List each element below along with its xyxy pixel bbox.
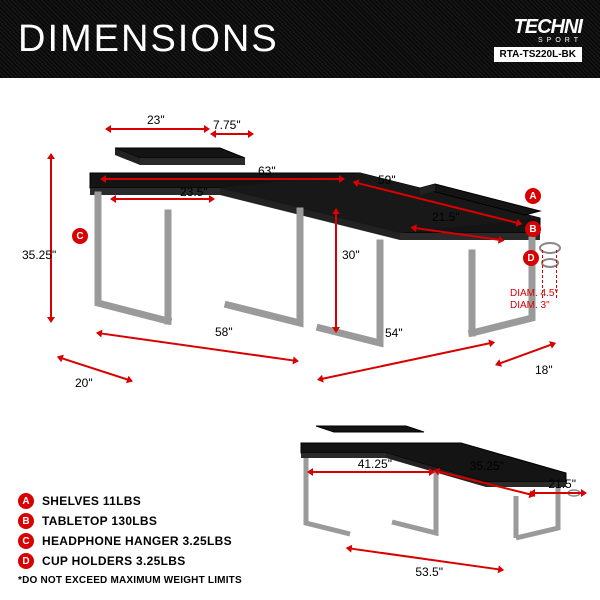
legend-row: D CUP HOLDERS 3.25LBS (18, 553, 242, 569)
dim-arrow (312, 471, 430, 473)
dim2-base: 53.5" (415, 565, 443, 579)
legend-row: C HEADPHONE HANGER 3.25LBS (18, 533, 242, 549)
dim-front-right: 21.5" (432, 210, 460, 224)
dim-depth-left: 20" (75, 376, 93, 390)
dim2-span-left: 41.25" (358, 457, 392, 471)
dim-height-inner: 30" (342, 248, 360, 262)
dim-arrow (110, 128, 205, 130)
legend-badge-d: D (18, 553, 34, 569)
dim-shelf-d: 7.75" (213, 118, 241, 132)
header-bar: DIMENSIONS TECHNI SPORT RTA-TS220L-BK (0, 0, 600, 78)
dim-height-total: 35.25" (22, 248, 56, 262)
dim-shelf-w: 23" (147, 113, 165, 127)
callout-a-badge: A (525, 188, 541, 204)
dim2-span-mid: 35.25" (470, 459, 504, 473)
dim-cup-diam1: DIAM. 4.5" (510, 288, 558, 299)
legend-badge-c: C (18, 533, 34, 549)
dim-base-left: 58" (215, 325, 233, 339)
callout-d-badge: D (523, 250, 539, 266)
legend-badge-b: B (18, 513, 34, 529)
dim-arrow (105, 178, 340, 180)
legend-text-b: TABLETOP 130LBS (42, 514, 157, 528)
model-badge: RTA-TS220L-BK (494, 47, 582, 62)
diagram-canvas: 23" 7.75" 63" 59" 23.5" 21.5" 35.25" 30"… (0, 78, 600, 600)
dim-base-right: 54" (385, 326, 403, 340)
dim-arrow (61, 357, 128, 380)
dim-arrow (335, 213, 337, 328)
dim-arrow (215, 133, 249, 135)
desk-main-drawing (20, 93, 580, 353)
legend-row: A SHELVES 11LBS (18, 493, 242, 509)
dim-top-short: 59" (378, 173, 396, 187)
legend-row: B TABLETOP 130LBS (18, 513, 242, 529)
legend-badge-a: A (18, 493, 34, 509)
legend-text-a: SHELVES 11LBS (42, 494, 141, 508)
dim-arrow (50, 158, 52, 318)
page-title: DIMENSIONS (18, 18, 279, 61)
dim-arrow (534, 492, 582, 494)
dim-top-long: 63" (258, 164, 276, 178)
brand-subtitle: SPORT (494, 37, 582, 44)
callout-b-badge: B (525, 221, 541, 237)
legend-note: *DO NOT EXCEED MAXIMUM WEIGHT LIMITS (18, 575, 242, 586)
dim-depth-right: 18" (535, 363, 553, 377)
weight-legend: A SHELVES 11LBS B TABLETOP 130LBS C HEAD… (18, 493, 242, 586)
callout-c-badge: C (72, 228, 88, 244)
dim-front-left: 23.5" (180, 185, 208, 199)
dim-cup-diam2: DIAM. 3" (510, 300, 550, 311)
dim2-span-right: 21.5" (548, 477, 576, 491)
legend-text-d: CUP HOLDERS 3.25LBS (42, 554, 186, 568)
brand-name: TECHNI (494, 16, 582, 39)
legend-text-c: HEADPHONE HANGER 3.25LBS (42, 534, 232, 548)
brand-block: TECHNI SPORT RTA-TS220L-BK (494, 16, 582, 62)
